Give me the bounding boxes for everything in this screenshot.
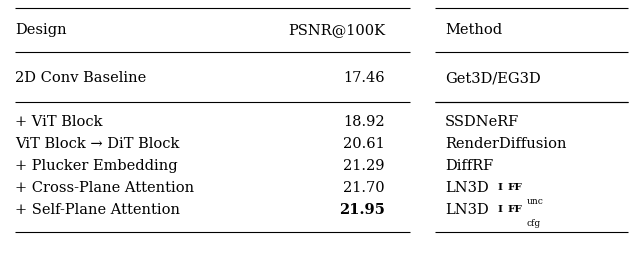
Text: LN3D: LN3D [445,203,489,217]
Text: 21.95: 21.95 [339,203,385,217]
Text: 21.70: 21.70 [343,181,385,195]
Text: + Self-Plane Attention: + Self-Plane Attention [15,203,180,217]
Text: Get3D/EG3D: Get3D/EG3D [445,71,541,85]
Text: ViT Block → DiT Block: ViT Block → DiT Block [15,137,179,151]
Text: LN3D: LN3D [445,181,489,195]
Text: unc: unc [527,197,544,205]
Text: DiffRF: DiffRF [445,159,493,173]
Text: 17.46: 17.46 [343,71,385,85]
Text: FF: FF [507,184,522,192]
Text: + Cross-Plane Attention: + Cross-Plane Attention [15,181,194,195]
Text: I: I [497,205,502,214]
Text: Design: Design [15,23,66,37]
Text: 20.61: 20.61 [343,137,385,151]
Text: + ViT Block: + ViT Block [15,115,102,129]
Text: SSDNeRF: SSDNeRF [445,115,520,129]
Text: 21.29: 21.29 [344,159,385,173]
Text: 2D Conv Baseline: 2D Conv Baseline [15,71,146,85]
Text: 18.92: 18.92 [343,115,385,129]
Text: PSNR@100K: PSNR@100K [288,23,385,37]
Text: + Plucker Embedding: + Plucker Embedding [15,159,178,173]
Text: FF: FF [507,205,522,214]
Text: I: I [497,184,502,192]
Text: cfg: cfg [527,218,541,228]
Text: RenderDiffusion: RenderDiffusion [445,137,566,151]
Text: Method: Method [445,23,502,37]
